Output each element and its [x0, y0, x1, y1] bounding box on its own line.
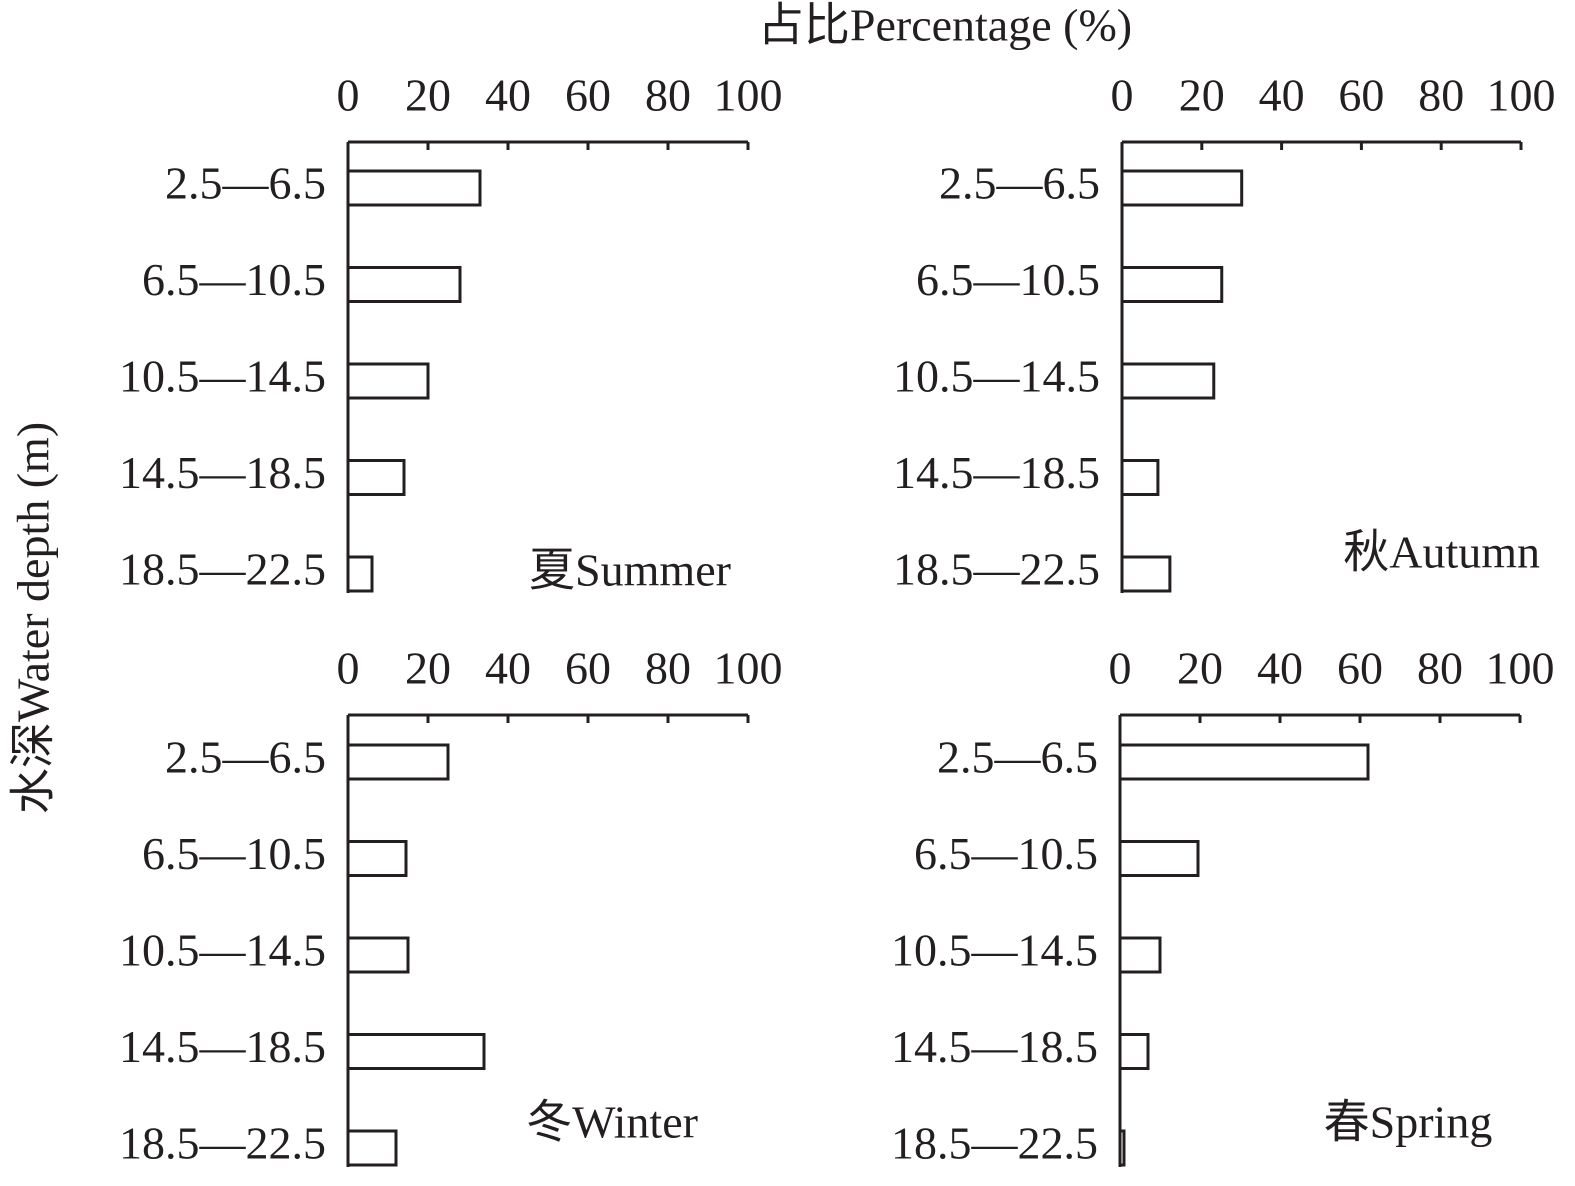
bar — [1120, 169, 1244, 207]
x-tick-label: 0 — [337, 643, 360, 694]
x-tick-label: 20 — [405, 70, 451, 121]
y-tick-label: 6.5—10.5 — [914, 828, 1098, 879]
y-tick-label: 10.5—14.5 — [891, 925, 1098, 976]
x-tick-label: 20 — [1179, 70, 1225, 121]
bar — [1120, 266, 1224, 303]
x-tick-label: 40 — [1257, 643, 1303, 694]
bar — [346, 840, 408, 877]
x-tick-label: 80 — [645, 70, 691, 121]
y-tick-label: 10.5—14.5 — [119, 351, 326, 402]
x-axis-title: 占比Percentage (%) — [758, 0, 1132, 51]
y-tick-label: 14.5—18.5 — [119, 447, 326, 498]
x-tick-label: 0 — [1109, 643, 1132, 694]
x-tick-label: 100 — [714, 70, 783, 121]
x-tick-label: 0 — [337, 70, 360, 121]
panel-label: 冬Winter — [526, 1097, 698, 1148]
bar — [1120, 362, 1216, 400]
bar — [346, 743, 450, 781]
x-tick-label: 60 — [1337, 643, 1383, 694]
x-tick-label: 40 — [485, 643, 531, 694]
y-tick-label: 2.5—6.5 — [939, 158, 1100, 209]
y-tick-label: 18.5—22.5 — [119, 1118, 326, 1169]
bar — [346, 1033, 486, 1070]
x-tick-label: 20 — [1177, 643, 1223, 694]
y-tick-label: 14.5—18.5 — [891, 1021, 1098, 1072]
bar — [1118, 1033, 1150, 1070]
y-tick-label: 18.5—22.5 — [893, 544, 1100, 595]
x-tick-label: 60 — [565, 70, 611, 121]
x-tick-label: 40 — [485, 70, 531, 121]
bar — [346, 459, 406, 496]
bar — [346, 555, 374, 593]
y-tick-label: 14.5—18.5 — [893, 447, 1100, 498]
y-tick-label: 2.5—6.5 — [937, 732, 1098, 783]
bar — [346, 1129, 398, 1167]
bar — [1118, 1129, 1126, 1167]
bar — [346, 936, 410, 974]
bar — [346, 362, 430, 400]
x-tick-label: 80 — [1417, 643, 1463, 694]
y-tick-label: 18.5—22.5 — [891, 1118, 1098, 1169]
y-tick-label: 6.5—10.5 — [142, 254, 326, 305]
y-tick-label: 18.5—22.5 — [119, 544, 326, 595]
y-tick-label: 6.5—10.5 — [142, 828, 326, 879]
y-tick-label: 14.5—18.5 — [119, 1021, 326, 1072]
x-tick-label: 100 — [1487, 70, 1556, 121]
bar — [1120, 459, 1160, 496]
x-tick-label: 20 — [405, 643, 451, 694]
bar — [346, 266, 462, 303]
bar — [1120, 555, 1172, 593]
x-tick-label: 60 — [1338, 70, 1384, 121]
y-axis-title: 水深Water depth (m) — [8, 422, 59, 814]
panel-label: 夏Summer — [529, 545, 731, 596]
bar — [346, 169, 482, 207]
bar — [1118, 936, 1162, 974]
x-tick-label: 60 — [565, 643, 611, 694]
y-tick-label: 10.5—14.5 — [119, 925, 326, 976]
x-tick-label: 100 — [1486, 643, 1555, 694]
y-tick-label: 6.5—10.5 — [916, 254, 1100, 305]
x-tick-label: 80 — [1418, 70, 1464, 121]
panel-label: 春Spring — [1324, 1097, 1493, 1148]
x-tick-label: 0 — [1111, 70, 1134, 121]
x-tick-label: 80 — [645, 643, 691, 694]
bar — [1118, 743, 1370, 781]
x-tick-label: 100 — [714, 643, 783, 694]
x-tick-label: 40 — [1259, 70, 1305, 121]
y-tick-label: 2.5—6.5 — [165, 158, 326, 209]
panel-label: 秋Autumn — [1343, 527, 1540, 578]
bar — [1118, 840, 1200, 877]
y-tick-label: 2.5—6.5 — [165, 732, 326, 783]
y-tick-label: 10.5—14.5 — [893, 351, 1100, 402]
